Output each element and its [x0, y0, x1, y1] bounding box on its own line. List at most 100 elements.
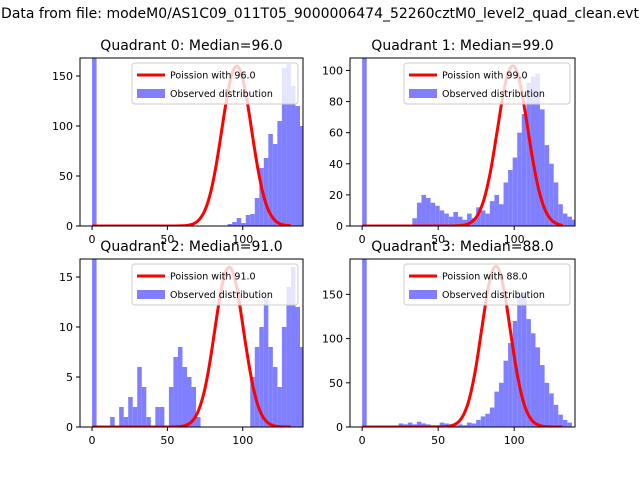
y-tick-label: 20	[329, 189, 343, 202]
hist-bar	[232, 222, 237, 226]
hist-bar	[259, 168, 264, 226]
hist-bar	[530, 333, 536, 427]
x-tick-label: 0	[359, 233, 366, 246]
hist-bar	[558, 204, 563, 226]
hist-bar	[467, 422, 472, 427]
legend-fit-label: Poission with 96.0	[170, 71, 256, 82]
x-tick-label: 100	[504, 233, 525, 246]
x-tick-label: 50	[431, 434, 445, 447]
legend: Poission with 99.0 Observed distribution	[403, 62, 571, 105]
hist-bar	[503, 360, 509, 427]
x-tick-label: 50	[160, 233, 174, 246]
hist-bar	[476, 207, 481, 226]
hist-bar	[544, 382, 550, 427]
hist-bar	[435, 205, 440, 226]
hist-bar	[309, 166, 314, 226]
axes-frame	[349, 57, 576, 227]
axes-frame	[349, 258, 576, 428]
hist-bar	[128, 397, 133, 427]
hist-bar	[268, 134, 273, 226]
panel-title: Quadrant 0: Median=96.0	[100, 38, 282, 54]
legend-hist-label: Observed distribution	[442, 290, 545, 301]
hist-bar	[299, 347, 303, 427]
panel-title: Quadrant 1: Median=99.0	[371, 38, 553, 54]
hist-bar	[272, 367, 278, 427]
hist-bar	[362, 58, 367, 226]
hist-bar	[236, 218, 242, 226]
hist-bar	[512, 157, 518, 226]
hist-bar	[281, 327, 287, 427]
legend-hist-label: Observed distribution	[170, 290, 273, 301]
hist-bar	[323, 194, 328, 226]
hist-bar	[305, 367, 310, 427]
poisson-fit-line	[92, 64, 291, 226]
x-tick-label: 0	[89, 434, 96, 447]
hist-bar	[439, 422, 445, 427]
hist-bar	[498, 382, 504, 427]
y-tick-label: 0	[66, 220, 73, 233]
hist-bar	[186, 377, 192, 427]
hist-bar	[254, 347, 260, 427]
hist-bar	[462, 425, 468, 427]
panel-quadrant-2: 0 50 100 0 5 10 15 Quadrant 2: Median=91.0 Poiss…	[59, 239, 314, 447]
y-tick-label: 50	[59, 170, 73, 183]
hist-bar	[155, 407, 160, 427]
hist-bar	[286, 64, 291, 226]
y-tick-label: 60	[329, 127, 343, 140]
hist-bar	[286, 287, 291, 427]
hist-bar	[168, 387, 174, 427]
hist-bar	[277, 387, 282, 427]
hist-bar	[517, 132, 522, 226]
hist-bar	[295, 106, 300, 226]
panel-quadrant-0: 0 50 100 0 50 100 150 Quadrant 0: Median=96.0 Po…	[52, 38, 328, 246]
hist-bar	[362, 259, 367, 427]
hist-bar	[416, 202, 422, 226]
hist-bar	[268, 347, 273, 427]
y-tick-label: 0	[66, 421, 73, 434]
poisson-fit-line	[362, 264, 563, 427]
hist-bar	[309, 377, 314, 427]
hist-bar	[567, 216, 572, 226]
hist-bar	[250, 214, 255, 226]
hist-bar	[562, 419, 568, 427]
hist-bar	[132, 407, 138, 427]
legend: Poission with 96.0 Observed distribution	[131, 62, 299, 105]
x-tick-label: 100	[504, 434, 525, 447]
hist-bar	[227, 224, 233, 226]
hist-bar	[123, 417, 129, 427]
hist-bar	[314, 176, 319, 226]
x-tick-label: 100	[232, 434, 253, 447]
hist-bar	[526, 82, 531, 226]
panel-quadrant-3: 0 50 100 0 50 100 150 Quadrant 3: Median=88.0 Po…	[322, 239, 576, 447]
y-tick-label: 80	[329, 96, 343, 109]
y-tick-label: 100	[52, 120, 73, 133]
hist-bar	[453, 425, 458, 427]
hist-bar	[159, 407, 165, 427]
hist-bar	[521, 114, 527, 226]
hist-bar	[494, 194, 499, 226]
hist-bar	[305, 128, 310, 226]
hist-bar	[290, 86, 296, 226]
figure-title: Data from file: modeM0/AS1C09_011T05_900…	[1, 6, 639, 22]
hist-bar	[471, 423, 477, 427]
y-tick-label: 0	[336, 421, 343, 434]
hist-bar	[426, 198, 431, 226]
hist-bar	[110, 417, 115, 427]
hist-bar	[196, 417, 201, 427]
y-tick-label: 10	[59, 321, 73, 334]
legend-fit-label: Poission with 88.0	[442, 272, 528, 283]
hist-bar	[517, 296, 522, 427]
y-tick-label: 40	[329, 158, 343, 171]
hist-bar	[245, 215, 251, 226]
hist-bar	[526, 319, 531, 427]
hist-bar	[462, 219, 468, 226]
hist-bar	[498, 204, 504, 226]
hist-bar	[263, 297, 269, 427]
legend: Poission with 91.0 Observed distribution	[131, 263, 299, 306]
hist-bar	[540, 109, 545, 226]
hist-bar	[182, 367, 187, 427]
hist-bar	[480, 210, 486, 226]
hist-bar	[457, 216, 463, 226]
hist-bar	[549, 393, 554, 427]
hist-bar	[119, 407, 124, 427]
